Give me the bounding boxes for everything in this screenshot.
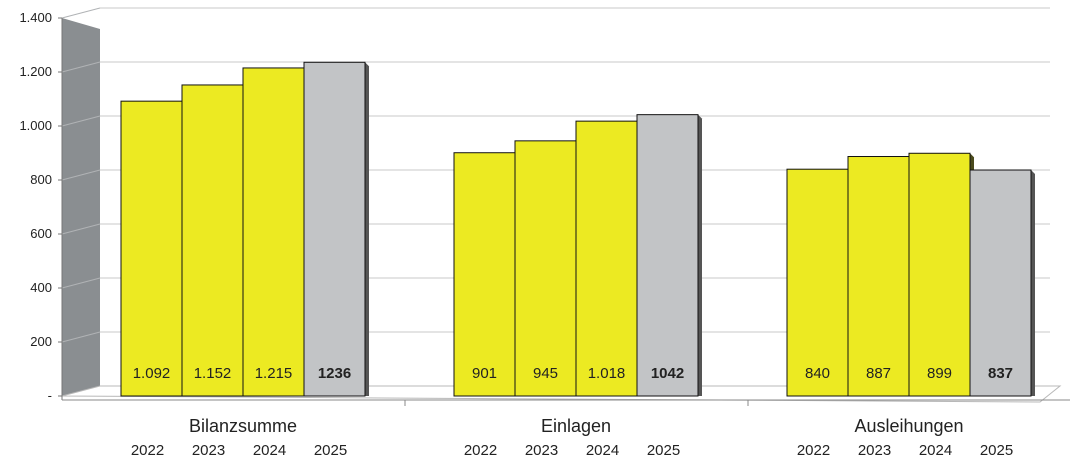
x-category-label: Ausleihungen bbox=[854, 416, 963, 436]
bar bbox=[453, 152, 516, 397]
x-category-label: Bilanzsumme bbox=[189, 416, 297, 436]
bar bbox=[120, 100, 183, 397]
x-year-label: 2022 bbox=[464, 442, 497, 459]
y-tick-label: 1.200 bbox=[19, 64, 52, 79]
y-tick-label: 200 bbox=[30, 334, 52, 349]
x-category-label: Einlagen bbox=[541, 416, 611, 436]
bar bbox=[969, 169, 1032, 397]
bar bbox=[514, 140, 577, 397]
bar bbox=[908, 152, 971, 397]
x-year-label: 2023 bbox=[192, 442, 225, 459]
bar bbox=[303, 61, 366, 397]
x-year-label: 2025 bbox=[980, 442, 1013, 459]
y-tick-label: - bbox=[48, 388, 52, 403]
bar bbox=[636, 114, 699, 397]
bar-value-label: 837 bbox=[988, 365, 1013, 382]
bar-side bbox=[698, 114, 702, 396]
x-year-label: 2022 bbox=[131, 442, 164, 459]
side-gridline bbox=[61, 169, 101, 181]
x-year-label: 2024 bbox=[919, 442, 952, 459]
bar-value-label: 899 bbox=[927, 365, 952, 382]
y-tick-label: 1.000 bbox=[19, 118, 52, 133]
bar-value-label: 945 bbox=[533, 365, 558, 382]
x-year-label: 2024 bbox=[253, 442, 286, 459]
y-tick-label: 600 bbox=[30, 226, 52, 241]
x-year-label: 2023 bbox=[525, 442, 558, 459]
bar bbox=[181, 84, 244, 397]
x-year-label: 2025 bbox=[647, 442, 680, 459]
x-year-label: 2023 bbox=[858, 442, 891, 459]
bar-side bbox=[1031, 170, 1035, 396]
side-gridline bbox=[61, 115, 101, 127]
x-year-label: 2024 bbox=[586, 442, 619, 459]
x-year-label: 2022 bbox=[797, 442, 830, 459]
side-gridline bbox=[61, 331, 101, 343]
y-tick-label: 400 bbox=[30, 280, 52, 295]
bar-value-label: 840 bbox=[805, 365, 830, 382]
bar-value-label: 1.092 bbox=[133, 365, 171, 382]
side-gridline bbox=[61, 7, 101, 19]
bar bbox=[847, 156, 910, 397]
side-gridline bbox=[61, 61, 101, 73]
bar-value-label: 887 bbox=[866, 365, 891, 382]
bar bbox=[575, 120, 638, 397]
bar-value-label: 1.152 bbox=[194, 365, 232, 382]
side-gridline bbox=[61, 223, 101, 235]
side-gridline bbox=[61, 277, 101, 289]
bar-side bbox=[365, 62, 369, 396]
y-tick-label: 800 bbox=[30, 172, 52, 187]
bar-value-label: 1.215 bbox=[255, 365, 293, 382]
y-tick-label: 1.400 bbox=[19, 10, 52, 25]
bar bbox=[242, 67, 305, 397]
chart-side-wall bbox=[62, 18, 100, 396]
x-year-label: 2025 bbox=[314, 442, 347, 459]
bar-value-label: 1042 bbox=[651, 365, 684, 382]
bar-value-label: 901 bbox=[472, 365, 497, 382]
bar bbox=[786, 168, 849, 397]
bar-value-label: 1236 bbox=[318, 365, 351, 382]
bar-value-label: 1.018 bbox=[588, 365, 626, 382]
